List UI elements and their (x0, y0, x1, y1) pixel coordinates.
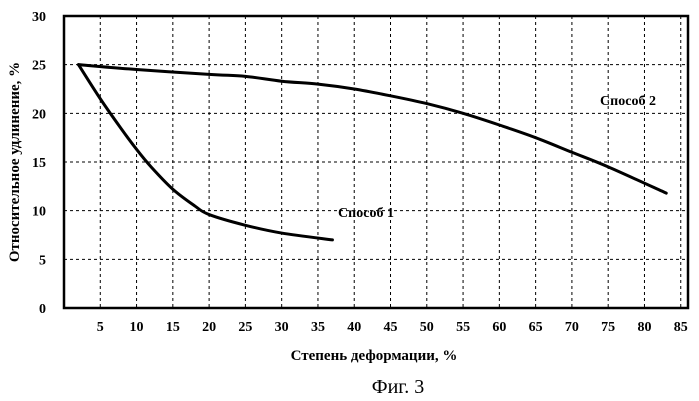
x-tick-label-60: 60 (492, 320, 506, 335)
x-tick-label-40: 40 (347, 320, 361, 335)
x-tick-label-50: 50 (420, 320, 434, 335)
x-tick-label-85: 85 (674, 320, 688, 335)
y-axis-label: Относительное удлинение, % (7, 62, 23, 262)
y-tick-label-15: 15 (32, 156, 46, 171)
x-axis-label: Степень деформации, % (291, 348, 458, 364)
y-tick-label-25: 25 (32, 59, 46, 74)
series-line-1 (79, 65, 333, 240)
x-tick-label-20: 20 (202, 320, 216, 335)
y-tick-label-0: 0 (39, 302, 46, 317)
x-tick-label-55: 55 (456, 320, 470, 335)
series-label-2: Способ 2 (600, 94, 656, 109)
x-tick-labels: 5 10 15 20 25 30 35 40 45 50 55 60 65 70 75 80 85 (97, 320, 688, 335)
series-line-2 (79, 65, 667, 193)
x-tick-label-45: 45 (384, 320, 398, 335)
x-tick-label-35: 35 (311, 320, 325, 335)
series-label-1: Способ 1 (338, 206, 394, 221)
x-tick-label-30: 30 (275, 320, 289, 335)
y-tick-label-20: 20 (32, 107, 46, 122)
x-tick-label-65: 65 (529, 320, 543, 335)
y-tick-labels: 0 5 10 15 20 25 30 (32, 10, 46, 317)
x-tick-label-80: 80 (637, 320, 651, 335)
x-tick-label-70: 70 (565, 320, 579, 335)
figure-caption: Фиг. 3 (372, 376, 424, 398)
x-tick-label-75: 75 (601, 320, 615, 335)
x-tick-label-10: 10 (130, 320, 144, 335)
y-tick-label-30: 30 (32, 10, 46, 25)
x-tick-label-15: 15 (166, 320, 180, 335)
y-tick-label-10: 10 (32, 205, 46, 220)
y-tick-label-5: 5 (39, 253, 46, 268)
x-tick-label-5: 5 (97, 320, 104, 335)
x-tick-label-25: 25 (238, 320, 252, 335)
